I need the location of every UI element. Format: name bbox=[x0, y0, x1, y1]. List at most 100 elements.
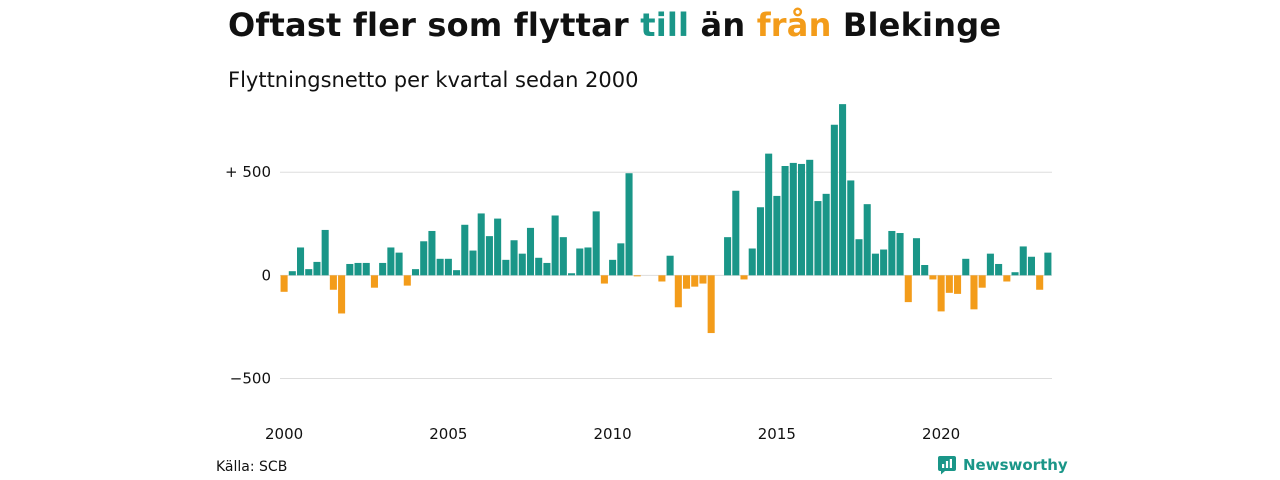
bar bbox=[970, 275, 978, 310]
bar bbox=[806, 159, 814, 276]
bar bbox=[683, 275, 691, 289]
bar bbox=[732, 190, 740, 276]
title-highlight-till: till bbox=[640, 6, 690, 44]
bar bbox=[592, 211, 600, 276]
bar bbox=[420, 241, 428, 276]
bar bbox=[633, 275, 641, 277]
bar bbox=[814, 201, 822, 276]
bar bbox=[280, 275, 288, 292]
bar bbox=[469, 250, 477, 276]
bar bbox=[617, 243, 625, 276]
bar bbox=[863, 204, 871, 276]
bar bbox=[945, 275, 953, 293]
bar bbox=[773, 195, 781, 276]
bar bbox=[797, 163, 806, 276]
bar bbox=[839, 104, 847, 276]
bar bbox=[954, 275, 962, 294]
x-tick-label: 2020 bbox=[922, 425, 960, 443]
bar bbox=[855, 239, 863, 276]
chart-subtitle: Flyttningsnetto per kvartal sedan 2000 bbox=[228, 68, 639, 92]
bar bbox=[576, 248, 584, 276]
bar bbox=[880, 249, 888, 276]
bar bbox=[535, 257, 543, 276]
bar bbox=[370, 275, 378, 288]
bar bbox=[724, 237, 732, 276]
bar bbox=[436, 258, 444, 276]
bar bbox=[691, 275, 699, 287]
bar bbox=[847, 180, 855, 276]
bar bbox=[568, 273, 576, 276]
bar bbox=[789, 162, 797, 276]
y-tick-label: −500 bbox=[230, 369, 271, 387]
bar bbox=[937, 275, 945, 312]
bar bbox=[288, 271, 296, 276]
x-axis-tick-labels: 2000 2005 2010 2015 2020 bbox=[265, 425, 960, 443]
source-note: Källa: SCB bbox=[216, 459, 288, 475]
title-part-2: än bbox=[689, 6, 757, 44]
x-tick-label: 2000 bbox=[265, 425, 303, 443]
bar bbox=[362, 262, 370, 276]
bar bbox=[329, 275, 337, 290]
bar bbox=[830, 124, 838, 276]
bar bbox=[411, 269, 420, 276]
bar bbox=[929, 275, 937, 280]
bar bbox=[600, 275, 608, 284]
bar bbox=[609, 259, 617, 276]
bar bbox=[477, 213, 485, 276]
bar bbox=[379, 262, 387, 276]
chart-title: Oftast fler som flyttar till än från Ble… bbox=[228, 6, 1001, 44]
bar bbox=[1036, 275, 1044, 290]
bar bbox=[297, 247, 305, 276]
bar bbox=[1011, 272, 1019, 276]
bar bbox=[871, 253, 879, 276]
bar bbox=[912, 238, 921, 276]
bar bbox=[461, 224, 469, 276]
bar bbox=[756, 207, 764, 276]
bar bbox=[740, 275, 748, 280]
bar bbox=[748, 248, 756, 276]
bar bbox=[896, 233, 904, 276]
bar bbox=[338, 275, 346, 314]
y-tick-label: + 500 bbox=[225, 163, 271, 181]
bar bbox=[502, 259, 510, 276]
bar bbox=[526, 227, 535, 276]
bar bbox=[1003, 275, 1011, 282]
bar bbox=[1027, 256, 1035, 276]
bar bbox=[666, 255, 674, 276]
bar bbox=[1019, 246, 1027, 276]
bar bbox=[707, 275, 715, 334]
bar bbox=[962, 258, 970, 276]
bar bbox=[518, 253, 526, 276]
bar bbox=[354, 262, 362, 276]
bar bbox=[978, 275, 986, 288]
bar bbox=[765, 153, 773, 276]
bar bbox=[444, 258, 452, 276]
x-tick-label: 2015 bbox=[758, 425, 796, 443]
bar bbox=[305, 269, 313, 276]
bar bbox=[781, 166, 789, 276]
bar bbox=[822, 193, 830, 276]
bar bbox=[674, 275, 682, 308]
bar bbox=[485, 236, 493, 276]
y-tick-label: 0 bbox=[261, 266, 271, 284]
brand-logo[interactable]: Newsworthy bbox=[937, 455, 1068, 475]
x-tick-label: 2010 bbox=[594, 425, 632, 443]
bar bbox=[699, 275, 707, 284]
bar bbox=[551, 215, 559, 276]
bar bbox=[986, 253, 994, 276]
bar bbox=[494, 218, 502, 276]
bar bbox=[543, 262, 551, 276]
bar bbox=[584, 247, 592, 276]
bar bbox=[321, 229, 329, 276]
bar bbox=[921, 265, 929, 276]
title-part-3: Blekinge bbox=[831, 6, 1002, 44]
bar bbox=[428, 230, 436, 276]
bar bbox=[904, 275, 912, 303]
bar bbox=[453, 270, 461, 276]
newsworthy-logo-icon bbox=[938, 456, 956, 475]
bar bbox=[403, 275, 411, 286]
bars bbox=[280, 104, 1052, 334]
bar bbox=[888, 230, 896, 276]
bar bbox=[510, 240, 518, 276]
